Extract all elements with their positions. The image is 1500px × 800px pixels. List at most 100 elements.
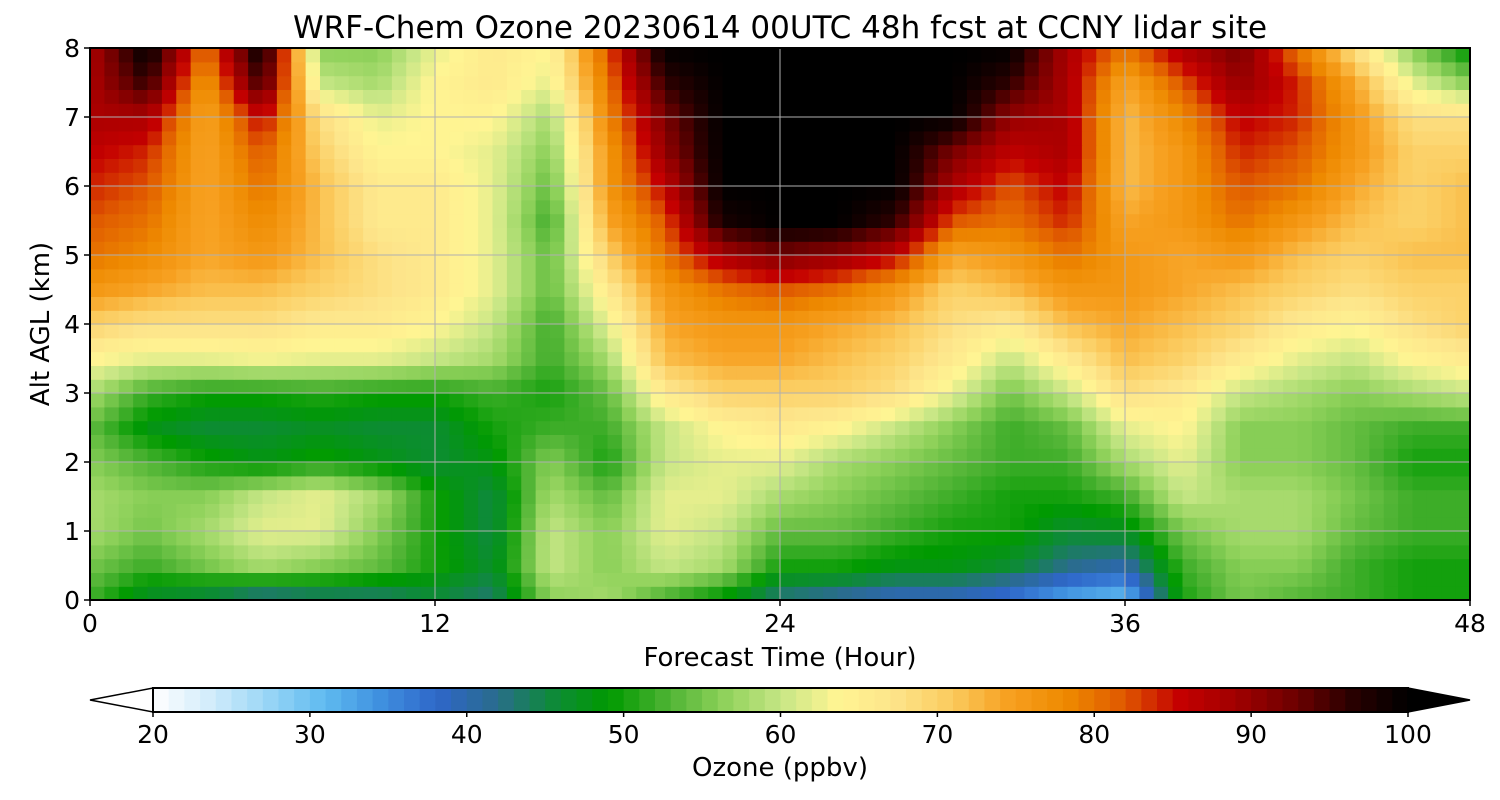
heatmap-cell bbox=[665, 75, 680, 90]
heatmap-cell bbox=[205, 379, 220, 394]
heatmap-cell bbox=[794, 103, 810, 118]
x-tick-label: 0 bbox=[82, 609, 98, 638]
heatmap-cell bbox=[334, 572, 350, 587]
heatmap-cell bbox=[348, 172, 364, 187]
heatmap-cell bbox=[377, 144, 393, 159]
heatmap-cell bbox=[262, 434, 278, 449]
heatmap-cell bbox=[320, 241, 335, 256]
heatmap-cell bbox=[966, 351, 982, 366]
heatmap-cell bbox=[1355, 227, 1370, 242]
heatmap-cell bbox=[1268, 489, 1284, 504]
heatmap-cell bbox=[966, 379, 982, 394]
heatmap-cell bbox=[1369, 172, 1385, 187]
heatmap-cell bbox=[1211, 337, 1227, 353]
heatmap-cell bbox=[1412, 379, 1428, 394]
heatmap-cell bbox=[1254, 75, 1270, 90]
heatmap-cell bbox=[981, 186, 997, 201]
heatmap-cell bbox=[578, 393, 594, 408]
heatmap-cell bbox=[363, 61, 379, 77]
heatmap-cell bbox=[377, 351, 393, 366]
heatmap-cell bbox=[492, 558, 508, 573]
colorbar-segment bbox=[529, 688, 546, 712]
heatmap-cell bbox=[420, 255, 436, 270]
heatmap-cell bbox=[909, 158, 925, 173]
heatmap-cell bbox=[837, 462, 853, 477]
heatmap-cell bbox=[665, 489, 680, 504]
heatmap-cell bbox=[521, 158, 537, 173]
heatmap-cell bbox=[248, 310, 264, 325]
heatmap-cell bbox=[348, 420, 364, 435]
heatmap-cell bbox=[895, 544, 910, 560]
heatmap-cell bbox=[1441, 544, 1457, 560]
heatmap-cell bbox=[866, 420, 882, 435]
heatmap-cell bbox=[377, 310, 393, 325]
heatmap-cell bbox=[463, 144, 479, 159]
heatmap-cell bbox=[780, 61, 795, 77]
heatmap-cell bbox=[348, 199, 364, 215]
heatmap-cell bbox=[334, 365, 350, 380]
heatmap-cell bbox=[506, 296, 522, 311]
heatmap-cell bbox=[449, 172, 465, 187]
heatmap-cell bbox=[291, 544, 307, 560]
heatmap-cell bbox=[1096, 130, 1112, 146]
heatmap-cell bbox=[751, 89, 767, 104]
heatmap-cell bbox=[923, 158, 939, 173]
heatmap-cell bbox=[1153, 434, 1169, 449]
heatmap-cell bbox=[1024, 393, 1040, 408]
heatmap-cell bbox=[636, 462, 652, 477]
heatmap-cell bbox=[449, 517, 465, 532]
y-tick-label: 3 bbox=[64, 379, 80, 408]
heatmap-cell bbox=[391, 475, 407, 491]
heatmap-cell bbox=[1426, 351, 1442, 366]
heatmap-cell bbox=[1110, 282, 1126, 297]
heatmap-cell bbox=[650, 213, 666, 228]
heatmap-cell bbox=[1441, 172, 1457, 187]
colorbar-segment bbox=[576, 688, 593, 712]
heatmap-cell bbox=[334, 103, 350, 118]
heatmap-cell bbox=[593, 393, 609, 408]
heatmap-cell bbox=[1125, 89, 1140, 104]
heatmap-cell bbox=[1426, 158, 1442, 173]
heatmap-cell bbox=[636, 89, 652, 104]
heatmap-cell bbox=[938, 420, 954, 435]
heatmap-cell bbox=[334, 558, 350, 573]
heatmap-cell bbox=[866, 227, 882, 242]
heatmap-cell bbox=[564, 586, 580, 600]
heatmap-cell bbox=[205, 241, 220, 256]
heatmap-cell bbox=[751, 117, 767, 132]
heatmap-cell bbox=[133, 379, 149, 394]
heatmap-cell bbox=[1196, 103, 1212, 118]
heatmap-cell bbox=[1153, 475, 1169, 491]
heatmap-cell bbox=[1326, 310, 1342, 325]
heatmap-cell bbox=[1139, 448, 1155, 463]
heatmap-cell bbox=[636, 213, 652, 228]
heatmap-cell bbox=[219, 503, 235, 518]
heatmap-cell bbox=[1081, 544, 1097, 560]
heatmap-cell bbox=[981, 310, 997, 325]
heatmap-cell bbox=[650, 241, 666, 256]
heatmap-cell bbox=[233, 61, 249, 77]
heatmap-cell bbox=[1010, 572, 1025, 587]
heatmap-cell bbox=[1326, 420, 1342, 435]
heatmap-cell bbox=[823, 75, 839, 90]
heatmap-cell bbox=[851, 268, 867, 284]
heatmap-cell bbox=[492, 117, 508, 132]
heatmap-cell bbox=[1369, 186, 1385, 201]
heatmap-cell bbox=[104, 310, 120, 325]
heatmap-cell bbox=[1196, 282, 1212, 297]
heatmap-cell bbox=[693, 324, 709, 339]
heatmap-cell bbox=[1096, 558, 1112, 573]
heatmap-cell bbox=[1340, 255, 1356, 270]
heatmap-cell bbox=[1168, 503, 1184, 518]
colorbar-segment bbox=[623, 688, 640, 712]
heatmap-cell bbox=[895, 103, 910, 118]
heatmap-cell bbox=[938, 324, 954, 339]
heatmap-cell bbox=[1254, 517, 1270, 532]
heatmap-cell bbox=[923, 475, 939, 491]
heatmap-cell bbox=[736, 255, 752, 270]
heatmap-cell bbox=[104, 268, 120, 284]
heatmap-cell bbox=[1225, 48, 1241, 63]
heatmap-cell bbox=[938, 199, 954, 215]
heatmap-cell bbox=[1383, 365, 1399, 380]
heatmap-cell bbox=[708, 475, 724, 491]
